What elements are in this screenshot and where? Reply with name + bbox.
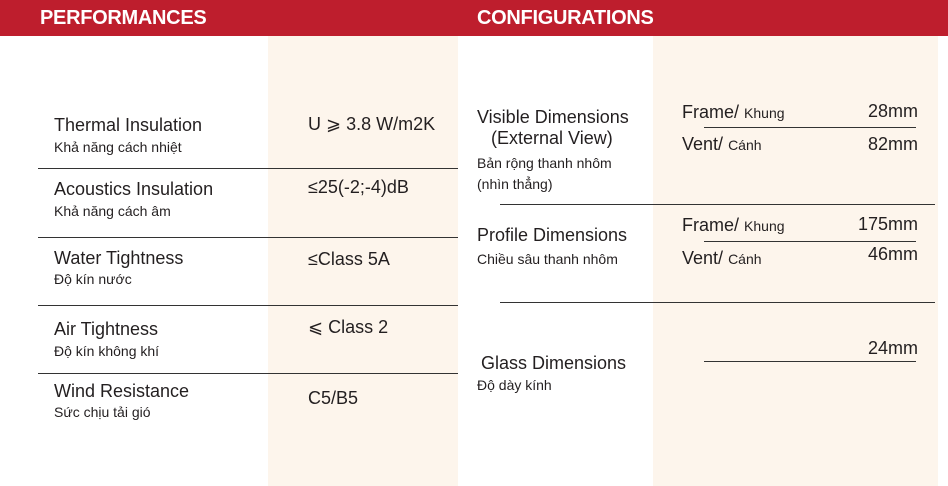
divider — [500, 204, 935, 205]
frame-value: 175mm — [857, 214, 918, 234]
row-label: Visible Dimensions — [477, 107, 629, 127]
row-sublabel: Bản rộng thanh nhôm — [477, 155, 612, 171]
row-sublabel: Độ kín không khí — [54, 343, 160, 359]
vent-value: 46mm — [867, 244, 918, 264]
configurations-title: CONFIGURATIONS — [477, 7, 654, 29]
vent-value: 82mm — [867, 134, 918, 154]
vent-sublabel: Cánh — [728, 137, 762, 153]
frame-sublabel: Khung — [744, 218, 785, 234]
header-bar: PERFORMANCES CONFIGURATIONS — [0, 0, 948, 36]
row-label: Acoustics Insulation — [54, 179, 214, 199]
divider — [38, 168, 458, 169]
performances-title: PERFORMANCES — [40, 7, 207, 29]
row-label: Glass Dimensions — [481, 353, 627, 373]
row-value: U ⩾ 3.8 W/m2K — [308, 114, 436, 134]
row-sublabel-2: (nhìn thẳng) — [477, 176, 553, 192]
row-value: ≤Class 5A — [308, 249, 390, 269]
divider — [704, 127, 916, 128]
frame-label: Frame/ — [682, 215, 740, 235]
row-value: C5/B5 — [308, 388, 359, 408]
divider — [704, 241, 916, 242]
value-column-bg — [268, 36, 458, 486]
vent-sublabel: Cánh — [728, 251, 762, 267]
row-sublabel: Độ kín nước — [54, 271, 132, 287]
divider — [38, 373, 458, 374]
row-value: ⩽ Class 2 — [308, 317, 389, 337]
divider — [38, 237, 458, 238]
divider — [704, 361, 916, 362]
row-sublabel: Độ dày kính — [477, 377, 552, 393]
config-value-column-bg — [653, 36, 938, 486]
row-label: Profile Dimensions — [477, 225, 628, 245]
row-value: ≤25(-2;-4)dB — [308, 177, 409, 197]
frame-value: 28mm — [867, 101, 918, 121]
frame-label: Frame/ — [682, 102, 740, 122]
row-label: Water Tightness — [54, 248, 184, 268]
row-label: Wind Resistance — [54, 381, 190, 401]
vent-label: Vent/ — [682, 248, 724, 268]
vent-label: Vent/ — [682, 134, 724, 154]
frame-sublabel: Khung — [744, 105, 785, 121]
divider — [500, 302, 935, 303]
row-sublabel: Khả năng cách âm — [54, 203, 171, 219]
row-label: Air Tightness — [54, 319, 159, 339]
row-sublabel: Sức chịu tải gió — [54, 404, 151, 420]
divider — [38, 305, 458, 306]
row-label: Thermal Insulation — [54, 115, 203, 135]
row-label-2: (External View) — [491, 128, 613, 148]
row-sublabel: Khả năng cách nhiệt — [54, 139, 182, 155]
row-sublabel: Chiều sâu thanh nhôm — [477, 251, 618, 267]
glass-value: 24mm — [867, 338, 918, 358]
